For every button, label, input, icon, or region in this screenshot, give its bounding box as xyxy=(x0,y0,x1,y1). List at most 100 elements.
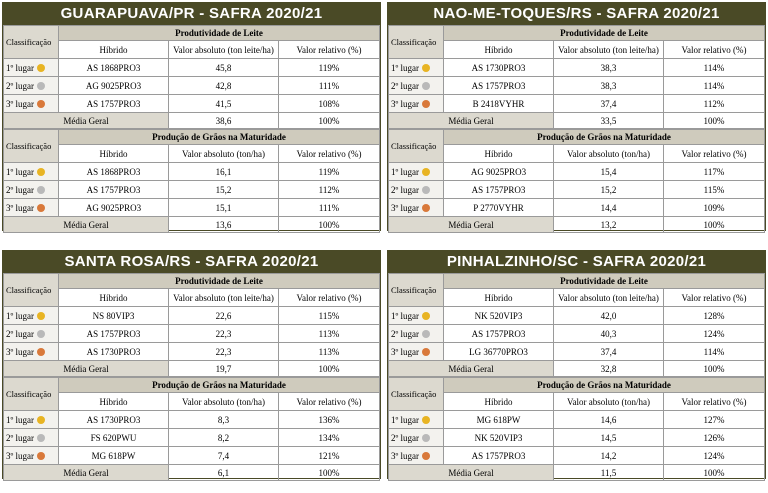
medal-icon xyxy=(422,434,431,443)
medal-icon xyxy=(37,82,46,91)
medal-icon xyxy=(37,452,46,461)
section-header-row: Classificação Produção de Grãos na Maturi… xyxy=(388,377,765,411)
column-header-row: Híbrido Valor absoluto (ton/ha) Valor rela… xyxy=(4,392,380,411)
cell: AG 9025PRO3 xyxy=(443,162,554,181)
place: 2º lugar xyxy=(3,428,59,447)
medal-icon xyxy=(422,82,431,91)
place: 1º lugar xyxy=(3,410,59,429)
medal-icon xyxy=(422,168,431,177)
results-table: Classificação Produção de Grãos na Maturi… xyxy=(388,129,765,233)
ranking-row: 2º lugar NK 520VIP3 14,5 126% xyxy=(388,428,765,447)
mean-label: Média Geral xyxy=(388,112,554,129)
cell: AS 1757PRO3 xyxy=(443,76,554,95)
medal-icon xyxy=(37,186,46,195)
cell: 108% xyxy=(278,94,380,113)
cell: 15,2 xyxy=(168,180,279,199)
results-table: Classificação Produção de Grãos na Maturi… xyxy=(388,377,765,481)
place: 2º lugar xyxy=(388,76,444,95)
classification-label: Classificação xyxy=(388,129,444,163)
medal-icon xyxy=(37,168,46,177)
medal-icon xyxy=(422,416,431,425)
ranking-row: 2º lugar AS 1757PRO3 15,2 115% xyxy=(388,180,765,199)
medal-icon xyxy=(422,348,431,357)
cell: 42,8 xyxy=(168,76,279,95)
medal-icon xyxy=(37,312,46,321)
section-header: Produção de Grãos na Maturidade xyxy=(443,129,765,145)
mean-row: Média Geral 13,6 100% xyxy=(3,216,380,233)
column-header: Valor absoluto (ton leite/ha) xyxy=(168,288,279,307)
results-table: Classificação Produção de Grãos na Maturi… xyxy=(3,377,380,481)
mean-cell: 100% xyxy=(663,464,765,481)
section-header: Produção de Grãos na Maturidade xyxy=(443,377,765,393)
ranking-row: 3º lugar AS 1757PRO3 41,5 108% xyxy=(3,94,380,113)
place: 3º lugar xyxy=(3,446,59,465)
cell: AS 1730PRO3 xyxy=(58,410,169,429)
mean-label: Média Geral xyxy=(3,464,169,481)
mean-label: Média Geral xyxy=(3,112,169,129)
mean-label: Média Geral xyxy=(3,360,169,377)
column-header: Híbrido xyxy=(443,40,554,59)
ranking-row: 3º lugar P 2770VYHR 14,4 109% xyxy=(388,198,765,217)
cell: 119% xyxy=(278,162,380,181)
cell: AS 1868PRO3 xyxy=(58,162,169,181)
panel-title: PINHALZINHO/SC - SAFRA 2020/21 xyxy=(388,251,765,273)
column-header: Valor absoluto (ton leite/ha) xyxy=(553,40,664,59)
cell: MG 618PW xyxy=(58,446,169,465)
place: 2º lugar xyxy=(388,428,444,447)
classification-label: Classificação xyxy=(388,273,444,307)
section-header-row: Classificação Produtividade de Leite xyxy=(388,273,765,307)
cell: 37,4 xyxy=(553,94,664,113)
mean-label: Média Geral xyxy=(388,360,554,377)
medal-icon xyxy=(422,204,431,213)
cell: AS 1757PRO3 xyxy=(58,180,169,199)
cell: 40,3 xyxy=(553,324,664,343)
column-header: Valor absoluto (ton/ha) xyxy=(168,392,279,411)
mean-cell: 13,6 xyxy=(168,216,279,233)
cell: P 2770VYHR xyxy=(443,198,554,217)
column-header-row: Híbrido Valor absoluto (ton/ha) Valor rela… xyxy=(389,144,765,163)
cell: 124% xyxy=(663,324,765,343)
section-header: Produtividade de Leite xyxy=(443,25,765,41)
ranking-row: 3º lugar LG 36770PRO3 37,4 114% xyxy=(388,342,765,361)
mean-cell: 100% xyxy=(278,112,380,129)
ranking-row: 3º lugar AS 1757PRO3 14,2 124% xyxy=(388,446,765,465)
results-table: Classificação Produtividade de Leite Híbri… xyxy=(388,25,765,129)
cell: 115% xyxy=(278,306,380,325)
mean-cell: 33,5 xyxy=(553,112,664,129)
place: 3º lugar xyxy=(3,342,59,361)
section-header-row: Classificação Produtividade de Leite xyxy=(3,25,380,59)
place: 3º lugar xyxy=(388,446,444,465)
cell: 113% xyxy=(278,324,380,343)
cell: 38,3 xyxy=(553,76,664,95)
mean-cell: 100% xyxy=(663,112,765,129)
place: 1º lugar xyxy=(388,410,444,429)
panel-title: NAO-ME-TOQUES/RS - SAFRA 2020/21 xyxy=(388,3,765,25)
mean-cell: 38,6 xyxy=(168,112,279,129)
cell: 14,4 xyxy=(553,198,664,217)
cell: 111% xyxy=(278,76,380,95)
cell: 14,6 xyxy=(553,410,664,429)
place: 1º lugar xyxy=(388,306,444,325)
cell: NS 80VIP3 xyxy=(58,306,169,325)
ranking-row: 3º lugar AG 9025PRO3 15,1 111% xyxy=(3,198,380,217)
place: 3º lugar xyxy=(388,198,444,217)
section-header: Produtividade de Leite xyxy=(443,273,765,289)
cell: 14,5 xyxy=(553,428,664,447)
mean-label: Média Geral xyxy=(388,464,554,481)
medal-icon xyxy=(37,330,46,339)
cell: 121% xyxy=(278,446,380,465)
place: 3º lugar xyxy=(3,198,59,217)
ranking-row: 2º lugar AS 1757PRO3 38,3 114% xyxy=(388,76,765,95)
section-header: Produtividade de Leite xyxy=(58,25,380,41)
mean-row: Média Geral 32,8 100% xyxy=(388,360,765,377)
cell: 38,3 xyxy=(553,58,664,77)
classification-label: Classificação xyxy=(388,377,444,411)
cell: 15,4 xyxy=(553,162,664,181)
place: 2º lugar xyxy=(3,180,59,199)
mean-cell: 13,2 xyxy=(553,216,664,233)
column-header-row: Híbrido Valor absoluto (ton/ha) Valor rela… xyxy=(389,392,765,411)
panel: GUARAPUAVA/PR - SAFRA 2020/21 Classificaç… xyxy=(2,2,381,233)
cell: 128% xyxy=(663,306,765,325)
cell: 15,2 xyxy=(553,180,664,199)
